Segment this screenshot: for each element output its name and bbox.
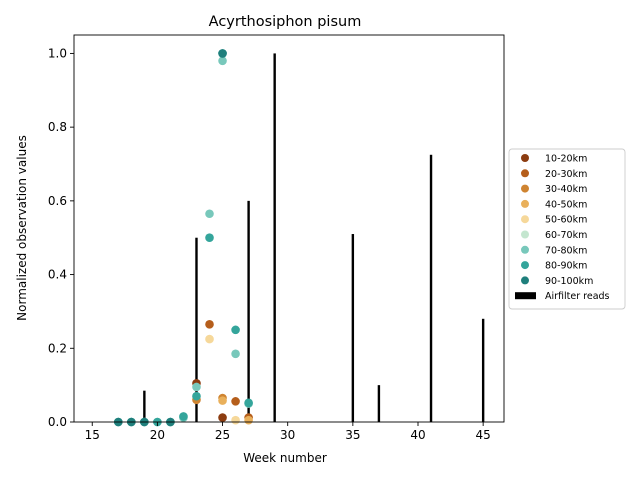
legend-label: 90-100km — [545, 276, 593, 287]
legend-label: 60-70km — [545, 230, 587, 241]
legend-marker — [521, 154, 529, 162]
legend-bar-marker — [515, 292, 536, 300]
y-axis: 0.0 0.2 0.4 0.6 0.8 1.0 — [48, 46, 74, 429]
scatter-point — [192, 382, 201, 392]
x-tick-label: 25 — [215, 428, 230, 442]
y-tick-label: 0.8 — [48, 120, 67, 134]
airfilter-bar — [273, 53, 276, 423]
airfilter-bar — [429, 154, 433, 423]
scatter-point — [192, 391, 201, 401]
chart-title: Acyrthosiphon pisum — [209, 14, 362, 30]
y-axis-label: Normalized observation values — [15, 135, 29, 321]
legend-label: Airfilter reads — [545, 291, 610, 302]
x-tick-label: 35 — [345, 428, 360, 442]
legend-label: 80-90km — [545, 261, 587, 272]
airfilter-bar — [195, 237, 198, 422]
airfilter-bar — [481, 318, 485, 422]
y-tick-label: 0.0 — [48, 415, 67, 429]
scatter-point — [218, 49, 227, 58]
scatter-point — [231, 325, 240, 335]
legend-frame — [508, 148, 626, 310]
x-axis: 15 20 25 30 35 40 45 — [85, 422, 491, 442]
plot-area — [73, 34, 505, 427]
scatter-point — [179, 412, 188, 421]
x-axis-label: Week number — [243, 451, 327, 465]
plot-frame — [73, 34, 505, 423]
x-tick-label: 40 — [410, 428, 425, 442]
legend-marker — [521, 245, 529, 254]
legend-label: 10-20km — [545, 154, 587, 165]
airfilter-bar — [143, 390, 146, 422]
scatter-point — [218, 396, 227, 405]
x-tick-label: 30 — [280, 428, 295, 442]
scatter-point — [231, 415, 240, 425]
legend-label: 40-50km — [545, 199, 587, 210]
legend-marker — [521, 261, 529, 270]
legend-marker — [521, 230, 529, 239]
scatter-point — [205, 334, 214, 344]
scatter-point — [205, 233, 214, 243]
scatter-point — [231, 349, 240, 359]
scatter-point — [244, 398, 253, 408]
airfilter-bar — [247, 200, 250, 422]
legend-label: 70-80km — [545, 245, 587, 256]
legend-marker — [521, 199, 529, 208]
legend-marker — [521, 169, 529, 178]
y-tick-label: 0.6 — [48, 194, 67, 208]
airfilter-bars — [143, 53, 485, 423]
airfilter-bar — [351, 234, 355, 422]
legend-marker — [521, 184, 529, 193]
x-tick-label: 15 — [85, 428, 100, 442]
y-tick-label: 0.4 — [48, 268, 67, 282]
y-tick-label: 0.2 — [48, 341, 67, 355]
x-tick-label: 20 — [150, 428, 165, 442]
scatter-point — [244, 415, 253, 425]
legend-label: 30-40km — [545, 184, 587, 195]
airfilter-bar — [377, 385, 381, 422]
y-tick-label: 1.0 — [48, 46, 67, 60]
plot-background — [74, 35, 504, 422]
scatter-point — [218, 413, 227, 422]
scatter-point — [205, 320, 214, 329]
legend-marker — [521, 215, 529, 224]
scatter-point — [205, 209, 214, 219]
legend-marker — [521, 276, 529, 285]
legend-label: 50-60km — [545, 215, 587, 226]
legend: 10-20km 20-30km 30-40km 40-50km 50-60km 60-70… — [508, 148, 626, 310]
scatter-point — [231, 397, 240, 406]
scatter-point — [218, 56, 227, 66]
x-tick-label: 45 — [476, 428, 491, 442]
legend-label: 20-30km — [545, 169, 587, 180]
